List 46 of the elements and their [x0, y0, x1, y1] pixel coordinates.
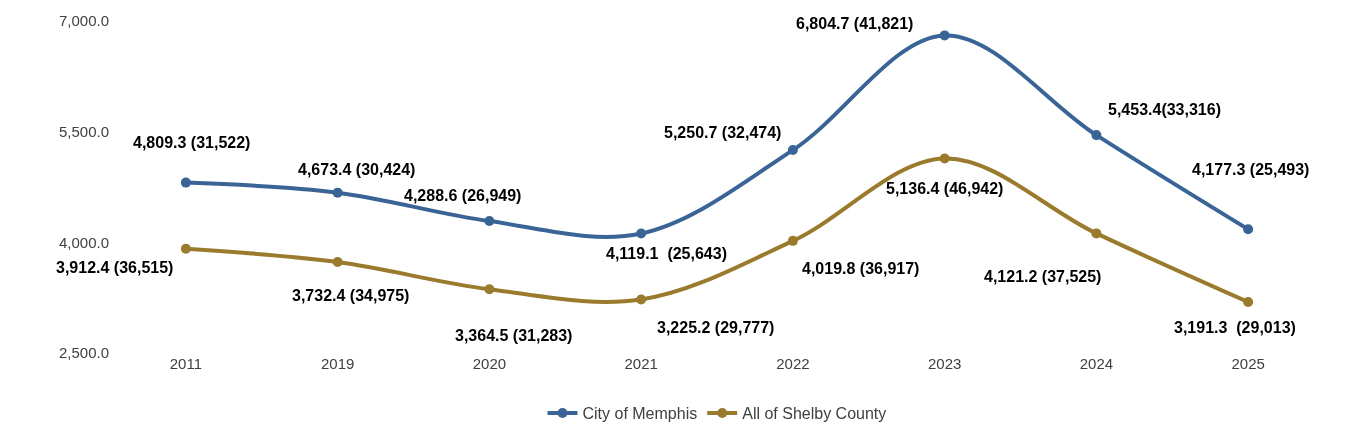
x-tick-label: 2011	[169, 355, 203, 372]
data-label: 4,121.2 (37,525)	[984, 268, 1102, 285]
point	[636, 228, 647, 239]
data-label: 6,804.7 (41,821)	[796, 15, 914, 32]
point	[636, 294, 647, 305]
point	[1091, 130, 1102, 141]
data-label: 4,119.1 (25,643)	[606, 245, 727, 262]
legend-label: All of Shelby County	[742, 405, 887, 423]
point	[787, 235, 798, 246]
point	[180, 243, 191, 254]
point	[939, 30, 950, 41]
point	[484, 216, 495, 227]
point	[180, 177, 191, 188]
point	[1243, 297, 1254, 307]
point	[939, 153, 950, 164]
legend-label: City of Memphis	[582, 405, 698, 423]
point	[332, 257, 343, 268]
point	[332, 187, 343, 198]
data-label: 3,191.3 (29,013)	[1174, 319, 1296, 336]
x-tick-label: 2021	[624, 355, 658, 372]
data-label: 5,453.4(33,316)	[1108, 101, 1221, 118]
data-label: 3,364.5 (31,283)	[455, 327, 573, 344]
point	[1091, 228, 1102, 239]
data-label: 4,809.3 (31,522)	[133, 134, 251, 151]
point	[1243, 224, 1254, 235]
point	[787, 145, 798, 156]
data-label: 4,177.3 (25,493)	[1192, 161, 1310, 178]
y-tick-label: 7,000.0	[58, 12, 109, 30]
data-label: 4,673.4 (30,424)	[298, 161, 416, 178]
data-label: 4,288.6 (26,949)	[404, 187, 522, 204]
data-label: 3,225.2 (29,777)	[657, 319, 775, 336]
y-tick-label: 2,500.0	[58, 344, 109, 362]
data-label: 3,912.4 (36,515)	[56, 259, 174, 276]
x-tick-label: 2022	[776, 355, 810, 372]
x-tick-label: 2019	[320, 355, 355, 372]
x-tick-label: 2025	[1231, 355, 1265, 372]
data-label: 4,019.8 (36,917)	[802, 260, 920, 277]
point	[484, 284, 495, 295]
x-tick-label: 2020	[472, 355, 507, 372]
x-tick-label: 2024	[1079, 355, 1114, 372]
data-label: 3,732.4 (34,975)	[292, 287, 410, 304]
y-tick-label: 4,000.0	[58, 233, 109, 251]
y-tick-label: 5,500.0	[58, 122, 109, 140]
data-label: 5,250.7 (32,474)	[664, 124, 782, 141]
x-tick-label: 2023	[927, 355, 962, 372]
data-label: 5,136.4 (46,942)	[886, 180, 1004, 197]
